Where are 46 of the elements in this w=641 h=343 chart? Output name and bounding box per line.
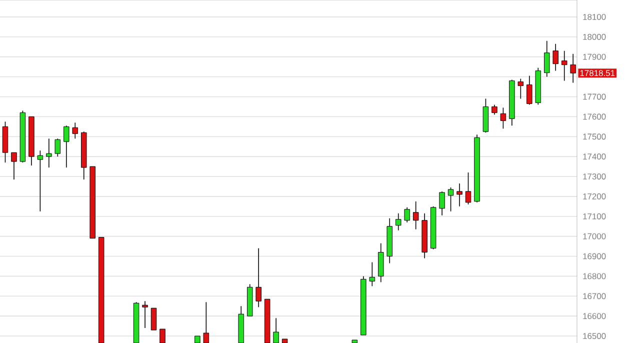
y-tick-label: 17900 — [583, 54, 606, 60]
y-tick-label: 18100 — [583, 14, 606, 20]
candlestick — [203, 302, 210, 343]
candlestick — [448, 187, 454, 212]
candlestick — [492, 104, 498, 116]
y-tick-label: 17700 — [583, 94, 606, 100]
text: 17818.51 — [580, 70, 615, 76]
candlestick — [552, 43, 558, 72]
candlestick — [518, 78, 524, 100]
y-tick-label: 17000 — [583, 233, 606, 240]
candlestick — [369, 262, 376, 287]
candlestick — [256, 248, 262, 308]
y-tick-label: 17300 — [583, 173, 606, 180]
candlestick — [11, 152, 17, 180]
y-tick-label: 16600 — [583, 313, 606, 320]
candlestick — [46, 138, 52, 168]
candlestick — [72, 122, 78, 139]
candlestick — [456, 183, 462, 207]
candlestick — [142, 300, 148, 328]
candlestick — [273, 318, 279, 343]
candlestick — [395, 212, 402, 231]
candlestick — [465, 172, 472, 205]
y-tick-label: 17600 — [583, 114, 606, 120]
candlestick — [412, 201, 419, 230]
candlestick — [570, 53, 576, 84]
candlestick — [160, 328, 166, 343]
y-tick-label: 17100 — [583, 213, 606, 220]
candlestick — [37, 150, 44, 212]
candlestick — [439, 191, 445, 216]
y-tick-label: 17400 — [583, 154, 606, 160]
y-tick-label: 18000 — [583, 34, 606, 40]
y-tick-label: 16700 — [583, 293, 606, 300]
candlestick — [544, 40, 550, 78]
y-tick-label: 16500 — [583, 333, 606, 340]
candlestick — [64, 125, 70, 168]
candlestick — [378, 242, 384, 283]
candlestick — [500, 107, 506, 130]
candlestick — [526, 75, 532, 106]
candlestick — [561, 50, 568, 82]
y-tick-label: 16800 — [583, 273, 606, 280]
candlestick — [404, 206, 410, 223]
candlestick — [54, 138, 61, 157]
candlestick — [150, 308, 157, 330]
y-tick-label: 16900 — [583, 253, 606, 260]
y-tick-label: 17200 — [583, 193, 606, 200]
y-tick-label: 17500 — [583, 134, 606, 140]
